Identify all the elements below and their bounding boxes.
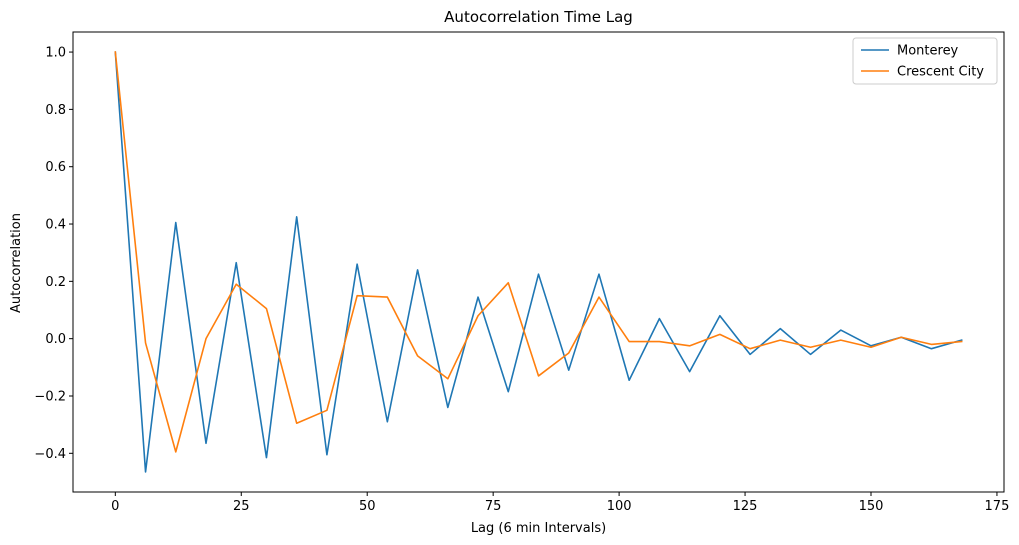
x-tick-label: 100: [607, 499, 632, 514]
x-tick-label: 25: [233, 499, 250, 514]
series-line-monterey: [114, 51, 963, 473]
chart-title: Autocorrelation Time Lag: [444, 8, 633, 26]
x-tick-label: 175: [985, 499, 1010, 514]
x-axis: 0 25 50 75 100 125 150 175: [111, 492, 1009, 514]
y-tick-label: −0.4: [34, 447, 66, 462]
y-tick-label: 1.0: [45, 46, 66, 61]
legend: Monterey Crescent City: [852, 37, 998, 85]
y-tick-label: 0.4: [45, 218, 66, 233]
y-tick-label: −0.2: [34, 389, 66, 404]
x-tick-label: 50: [359, 499, 376, 514]
y-tick-label: 0.6: [45, 160, 66, 175]
y-axis: −0.4 −0.2 0.0 0.2 0.4 0.6 0.8 1.0: [34, 46, 73, 462]
x-axis-label: Lag (6 min Intervals): [471, 521, 606, 536]
plot-area: [72, 31, 1005, 493]
plot-frame: [72, 31, 1005, 493]
y-tick-label: 0.8: [45, 103, 66, 118]
series-line-crescent-city: [114, 51, 963, 453]
legend-label-monterey: Monterey: [897, 44, 959, 59]
legend-label-crescent-city: Crescent City: [897, 65, 984, 80]
series-layer: [114, 51, 963, 473]
y-tick-label: 0.2: [45, 275, 66, 290]
x-tick-label: 75: [485, 499, 502, 514]
y-axis-label: Autocorrelation: [9, 213, 24, 313]
x-tick-label: 0: [111, 499, 119, 514]
x-tick-label: 150: [859, 499, 884, 514]
x-tick-label: 125: [733, 499, 758, 514]
y-tick-label: 0.0: [45, 332, 66, 347]
